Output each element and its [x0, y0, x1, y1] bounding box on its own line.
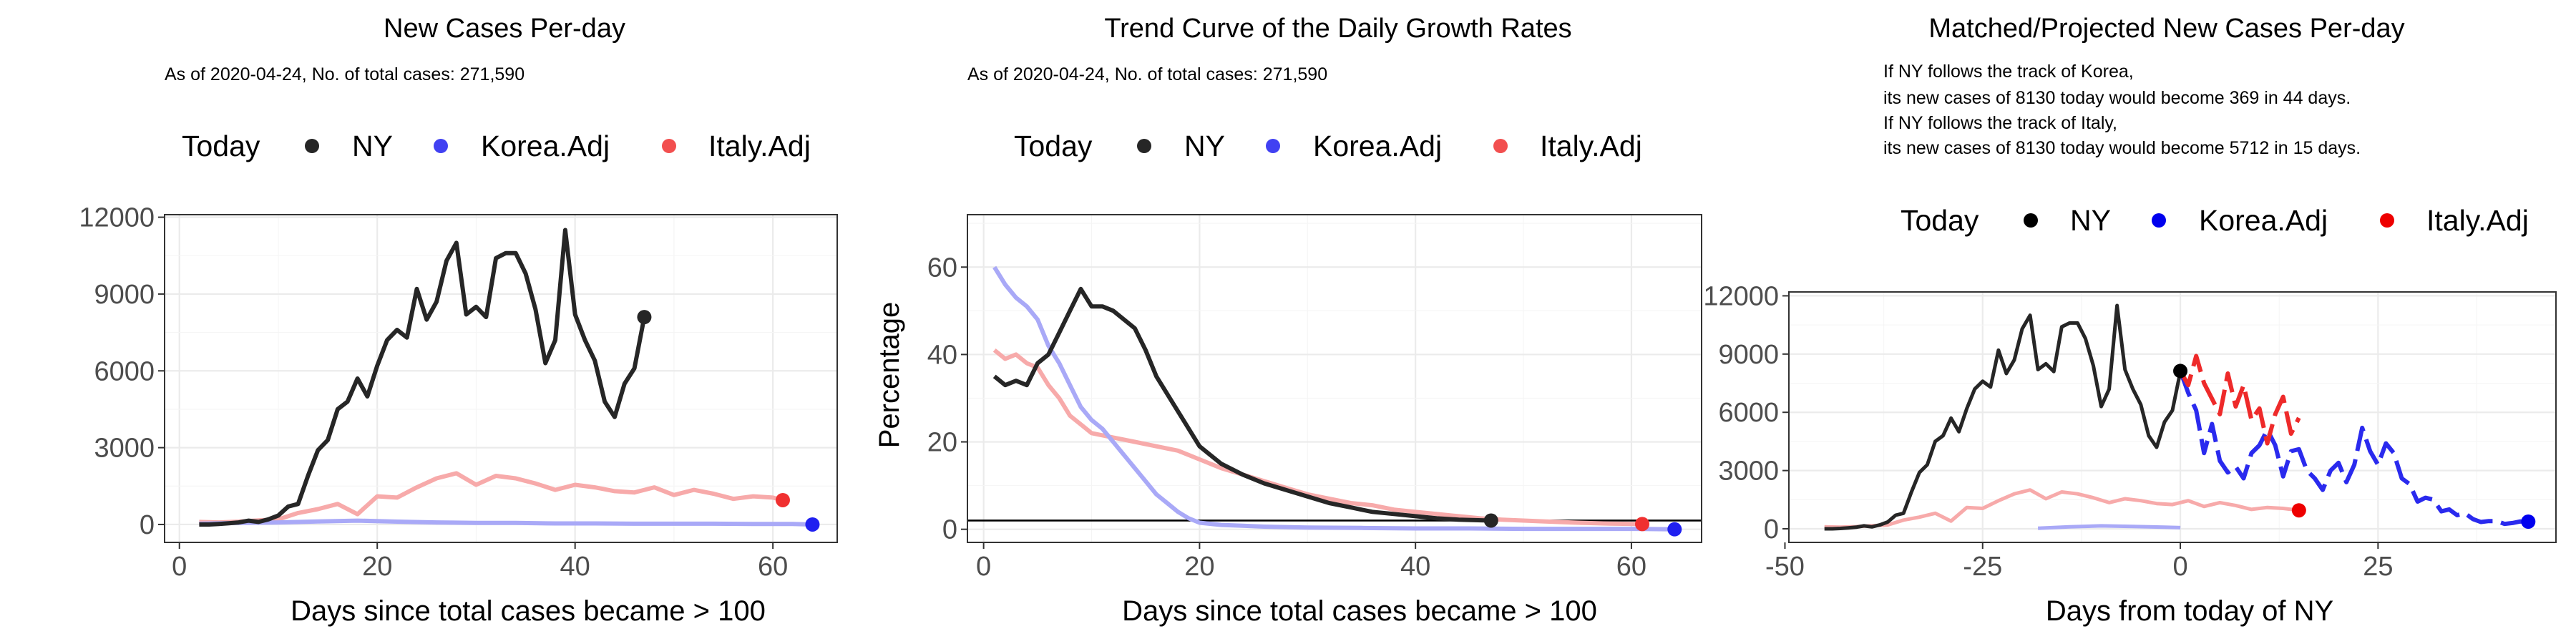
panel3-series	[1824, 303, 2529, 531]
series-line-ny	[1824, 303, 2182, 531]
panel3-plot: -50 -25 0 25 0 3000 6000 9000 12000	[1703, 281, 2557, 582]
panel1-title: New Cases Per-day	[384, 14, 625, 44]
panel1-x-axis-label: Days since total cases became > 100	[291, 595, 766, 627]
y-tick-label: 6000	[94, 356, 155, 386]
panel3-annotation-line-3: If NY follows the track of Italy,	[1883, 113, 2117, 133]
series-line-italy-adj	[1824, 488, 2300, 530]
panel3-title: Matched/Projected New Cases Per-day	[1928, 14, 2404, 44]
panel1-legend-korea: Korea.Adj	[481, 130, 610, 162]
panel3-legend-title: Today	[1901, 204, 1979, 237]
y-tick-label: 9000	[1718, 340, 1779, 370]
panel1-legend: Today NY Korea.Adj Italy.Adj	[182, 130, 811, 162]
panel3-legend: Today NY Korea.Adj Italy.Adj	[1901, 204, 2529, 237]
x-tick-label: 40	[1400, 552, 1430, 582]
y-tick-label: 0	[942, 515, 957, 545]
panel3-x-axis-label: Days from today of NY	[2046, 595, 2333, 627]
x-tick-label: 40	[560, 552, 590, 582]
panel3-annotation-line-1: If NY follows the track of Korea,	[1883, 62, 2134, 82]
y-tick-label: 20	[927, 428, 957, 458]
panel-growth-rates: Trend Curve of the Daily Growth Rates As…	[874, 14, 1702, 627]
x-tick-label: 20	[1184, 552, 1214, 582]
x-tick-label: -50	[1765, 552, 1805, 582]
today-marker-korea-adj	[1667, 522, 1682, 537]
panel2-legend-title: Today	[1014, 130, 1093, 162]
series-line-italy-adj-projected	[2178, 353, 2301, 446]
panel2-x-axis-label: Days since total cases became > 100	[1122, 595, 1597, 627]
panel2-legend-korea-dot	[1266, 139, 1280, 153]
panel-new-cases: New Cases Per-day As of 2020-04-24, No. …	[79, 14, 838, 627]
panel1-legend-ny-dot	[305, 139, 319, 153]
series-line-italy-adj	[199, 471, 784, 525]
y-tick-label: 60	[927, 253, 957, 283]
panel3-annotation-line-4: its new cases of 8130 today would become…	[1883, 138, 2361, 158]
panel1-legend-italy-dot	[662, 139, 676, 153]
panel1-frame	[164, 214, 838, 543]
y-tick-label: 0	[1764, 514, 1779, 545]
series-line-ny	[992, 286, 1491, 523]
panel3-legend-italy: Italy.Adj	[2426, 204, 2529, 237]
today-marker-ny	[2173, 364, 2188, 379]
panel3-legend-ny: NY	[2070, 204, 2111, 237]
y-tick-label: 40	[927, 340, 957, 370]
today-marker-korea-adj	[2521, 514, 2536, 529]
panel2-legend-ny: NY	[1184, 130, 1225, 162]
panel2-frame	[967, 214, 1702, 543]
today-marker-italy-adj	[1635, 517, 1650, 532]
panel1-legend-ny: NY	[352, 130, 393, 162]
panel3-frame	[1788, 291, 2557, 543]
series-line-korea-adj	[199, 518, 813, 527]
panel1-grid	[165, 215, 837, 542]
panel1-legend-korea-dot	[434, 139, 448, 153]
panel-projected: Matched/Projected New Cases Per-day If N…	[1703, 14, 2557, 627]
panel1-legend-italy: Italy.Adj	[708, 130, 811, 162]
panel2-legend-italy-dot	[1493, 139, 1508, 153]
y-tick-label: 12000	[79, 203, 155, 233]
x-tick-label: 25	[2363, 552, 2393, 582]
panel2-y-axis-label: Percentage	[874, 302, 905, 449]
panel2-legend: Today NY Korea.Adj Italy.Adj	[1014, 130, 1642, 162]
panel3-annotation: If NY follows the track of Korea, its ne…	[1883, 62, 2361, 158]
x-tick-label: 0	[976, 552, 991, 582]
y-tick-label: 3000	[1718, 457, 1779, 487]
series-line-ny	[199, 228, 647, 527]
panel3-legend-italy-dot	[2380, 213, 2394, 228]
today-marker-korea-adj	[805, 517, 820, 532]
panel2-legend-korea: Korea.Adj	[1313, 130, 1442, 162]
panel3-annotation-line-2: its new cases of 8130 today would become…	[1883, 88, 2351, 108]
today-marker-ny	[637, 310, 652, 325]
x-tick-label: 0	[2172, 552, 2187, 582]
y-tick-label: 3000	[94, 434, 155, 464]
y-tick-label: 9000	[94, 280, 155, 310]
panel1-plot: 0 20 40 60 0 3000 6000 9000 12000	[79, 203, 838, 582]
series-line-korea-adj	[2037, 524, 2181, 530]
panel2-title: Trend Curve of the Daily Growth Rates	[1104, 14, 1571, 44]
x-tick-label: 20	[362, 552, 392, 582]
panel2-plot: 0 20 40 60 0 20 40 60	[927, 214, 1702, 582]
series-line-korea-adj	[992, 265, 1675, 532]
today-marker-italy-adj	[2291, 503, 2306, 518]
today-marker-ny	[1483, 513, 1498, 528]
x-tick-label: 0	[172, 552, 187, 582]
panel3-legend-korea-dot	[2152, 213, 2166, 228]
panel2-legend-ny-dot	[1137, 139, 1151, 153]
x-tick-label: 60	[1616, 552, 1646, 582]
x-tick-label: 60	[758, 552, 788, 582]
today-marker-italy-adj	[775, 492, 790, 507]
panel2-legend-italy: Italy.Adj	[1540, 130, 1642, 162]
series-line-korea-adj-projected	[2178, 370, 2529, 527]
panel1-legend-title: Today	[182, 130, 260, 162]
panel1-subtitle: As of 2020-04-24, No. of total cases: 27…	[165, 64, 525, 84]
panel3-legend-ny-dot	[2024, 213, 2038, 228]
panel3-legend-korea: Korea.Adj	[2199, 204, 2328, 237]
panel2-grid	[967, 215, 1702, 542]
panel2-subtitle: As of 2020-04-24, No. of total cases: 27…	[967, 64, 1327, 84]
x-tick-label: -25	[1963, 552, 2002, 582]
panel1-series	[199, 228, 813, 527]
y-tick-label: 12000	[1703, 281, 1779, 311]
y-tick-label: 6000	[1718, 398, 1779, 428]
y-tick-label: 0	[140, 510, 155, 540]
